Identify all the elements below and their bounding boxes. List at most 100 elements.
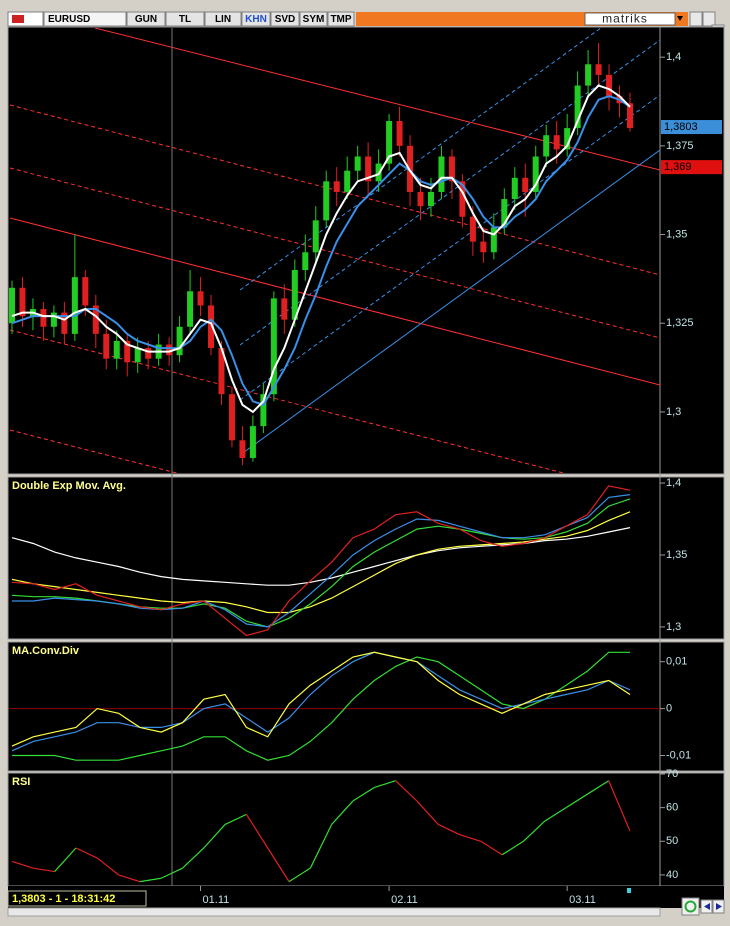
candle-body xyxy=(113,340,120,359)
line-segment xyxy=(501,840,524,856)
line-segment xyxy=(395,780,418,802)
brand-box[interactable] xyxy=(584,12,676,26)
candle-body xyxy=(459,181,466,217)
line xyxy=(12,494,631,628)
candle-body xyxy=(197,291,204,306)
candle-body xyxy=(19,287,26,317)
toolbar-button-label: GUN xyxy=(135,14,157,25)
status-box xyxy=(7,890,147,907)
candle-body xyxy=(61,312,68,334)
toolbar-button-label: TL xyxy=(179,14,191,25)
brand: matriks xyxy=(602,12,648,26)
toolbar-button[interactable] xyxy=(241,11,271,27)
symbol-box[interactable] xyxy=(43,11,127,27)
candle-body xyxy=(260,394,267,427)
channel-line xyxy=(239,94,660,401)
candle-body xyxy=(511,177,518,200)
candle-body xyxy=(354,156,361,171)
refresh-button[interactable] xyxy=(681,897,700,916)
y-tick-label: 50 xyxy=(666,835,678,847)
candle-body xyxy=(302,252,309,271)
y-tick-label: 0 xyxy=(666,703,672,715)
next-icon xyxy=(716,903,722,910)
channel-line xyxy=(239,149,660,456)
candle-body xyxy=(606,74,613,97)
line-segment xyxy=(54,847,77,872)
candle-body xyxy=(312,220,319,253)
candle-body xyxy=(585,64,592,86)
window-button[interactable] xyxy=(689,11,703,27)
toolbar-button[interactable] xyxy=(204,11,242,27)
candle-body xyxy=(448,156,455,182)
panel-title: Double Exp Mov. Avg. xyxy=(12,480,126,492)
line xyxy=(12,651,630,761)
line-segment xyxy=(309,824,333,869)
channel-line xyxy=(239,28,602,291)
channel-line xyxy=(239,39,660,346)
line-segment xyxy=(288,867,311,883)
channel-line xyxy=(9,217,660,386)
candle-body xyxy=(543,135,550,157)
candle-body xyxy=(574,85,581,129)
y-tick-label: 1,325 xyxy=(666,317,694,329)
line-segment xyxy=(480,840,503,856)
toolbar-button[interactable] xyxy=(165,11,205,27)
line-segment xyxy=(224,813,247,825)
candle-body xyxy=(208,305,215,349)
toolbar-button-label: KHN xyxy=(245,14,267,25)
candle-body xyxy=(249,426,256,459)
price-tag xyxy=(661,120,722,135)
toolbar-button[interactable] xyxy=(327,11,355,27)
line-segment xyxy=(96,857,119,876)
candle-body xyxy=(145,348,152,359)
candle-body xyxy=(564,128,571,150)
scrollbar[interactable] xyxy=(7,907,661,917)
y-tick-label: 1,4 xyxy=(666,51,681,63)
toolbar-button[interactable] xyxy=(299,11,328,27)
panel-title: MA.Conv.Div xyxy=(12,645,80,657)
y-tick-label: 1,375 xyxy=(666,140,694,152)
line-segment xyxy=(203,824,226,849)
prev-icon xyxy=(704,903,710,910)
line-segment xyxy=(267,847,290,882)
toolbar-buttons: GUN TL LIN KHN SVD SYM TMP xyxy=(126,11,355,27)
symbol: EURUSD xyxy=(48,14,90,25)
line xyxy=(11,485,631,637)
candle-body xyxy=(50,312,57,327)
candle-body xyxy=(480,241,487,253)
candle-body xyxy=(71,277,78,334)
candle-body xyxy=(82,277,89,306)
y-tick-label: 1,35 xyxy=(666,228,687,240)
status: 1,3803 - 1 - 18:31:42 xyxy=(12,893,115,905)
candle-body xyxy=(134,348,141,363)
line-segment xyxy=(523,820,546,842)
candle-body xyxy=(501,199,508,228)
x-tick-label: 02.11 xyxy=(391,894,418,906)
candle-body xyxy=(40,309,47,327)
y-tick-label: 1,3 xyxy=(666,406,681,418)
candle-body xyxy=(386,121,393,164)
candle-body xyxy=(595,64,602,75)
y-tick-label: 60 xyxy=(666,802,678,814)
line xyxy=(11,651,631,747)
x-axis-strip xyxy=(8,886,724,908)
candle-body xyxy=(438,156,445,192)
panel-title: RSI xyxy=(12,776,30,788)
window-button[interactable] xyxy=(702,11,716,27)
dropdown-arrow[interactable] xyxy=(677,16,683,21)
toolbar-button-label: LIN xyxy=(215,14,231,25)
line-segment xyxy=(352,786,375,802)
toolbar-button-label: TMP xyxy=(330,14,351,25)
line-segment xyxy=(416,800,439,825)
candle-body xyxy=(417,191,424,207)
x-tick-label: 03.11 xyxy=(569,894,596,906)
toolbar-button[interactable] xyxy=(126,11,166,27)
line-segment xyxy=(565,793,588,809)
line-segment xyxy=(544,807,567,822)
toolbar-button[interactable] xyxy=(270,11,300,27)
toolbar-button-label: SYM xyxy=(303,14,325,25)
main-panel xyxy=(7,26,725,475)
candle-body xyxy=(333,181,340,192)
candle-body xyxy=(218,348,225,395)
line-segment xyxy=(11,860,34,869)
